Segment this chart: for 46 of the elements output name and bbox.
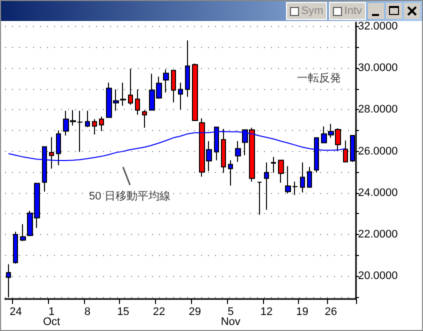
candlestick xyxy=(257,182,262,216)
text: Intv xyxy=(344,5,362,17)
candlestick xyxy=(178,82,183,110)
annotation: 一転反発 xyxy=(297,72,341,84)
x-tick-label: 24 xyxy=(10,306,22,318)
y-tick-label: 28.0000 xyxy=(358,104,398,116)
candlestick xyxy=(13,231,18,264)
x-tick-label: 22 xyxy=(152,306,166,318)
candlestick xyxy=(264,162,269,210)
y-tick-label: 32.0000 xyxy=(358,20,398,32)
y-tick-label: 30.0000 xyxy=(358,62,398,74)
annotation: 50 日移動平均線 xyxy=(89,190,170,202)
candlestick xyxy=(49,136,54,170)
x-tick-label: 1 Oct xyxy=(43,306,60,328)
candlestick xyxy=(171,70,176,103)
candlestick xyxy=(142,110,147,128)
y-tick-label: 20.0000 xyxy=(358,270,398,282)
x-tick-label: 26 xyxy=(324,306,338,318)
candlestick xyxy=(85,110,90,128)
text: Sym xyxy=(301,5,324,17)
x-tick-label: 19 xyxy=(296,306,308,318)
candlestick xyxy=(128,68,133,106)
x-tick-label: 29 xyxy=(188,306,201,318)
candlestick xyxy=(271,156,276,174)
candlestick xyxy=(92,118,97,135)
candlestick xyxy=(278,160,284,184)
y-tick-label: 26.0000 xyxy=(358,145,398,158)
candlestick xyxy=(163,68,169,93)
x-tick-label: 5 Nov xyxy=(220,306,241,328)
candlestick xyxy=(20,224,26,242)
x-tick-label: 8 xyxy=(84,306,90,318)
candlestick xyxy=(185,40,190,98)
x-tick-label: 15 xyxy=(117,306,130,318)
candlestick xyxy=(307,166,312,188)
candlestick xyxy=(343,140,348,162)
y-tick-label: 24.0000 xyxy=(358,186,398,199)
candlestick xyxy=(192,63,198,122)
candlestick xyxy=(135,88,140,116)
candlestick xyxy=(99,116,104,132)
candlestick xyxy=(300,162,305,193)
candlestick xyxy=(235,140,241,162)
x-tick-label: 12 xyxy=(260,306,273,318)
candlestick xyxy=(221,128,226,174)
candlestick xyxy=(228,160,233,186)
candlestick xyxy=(120,82,126,106)
y-tick-label: 22.0000 xyxy=(358,228,398,241)
